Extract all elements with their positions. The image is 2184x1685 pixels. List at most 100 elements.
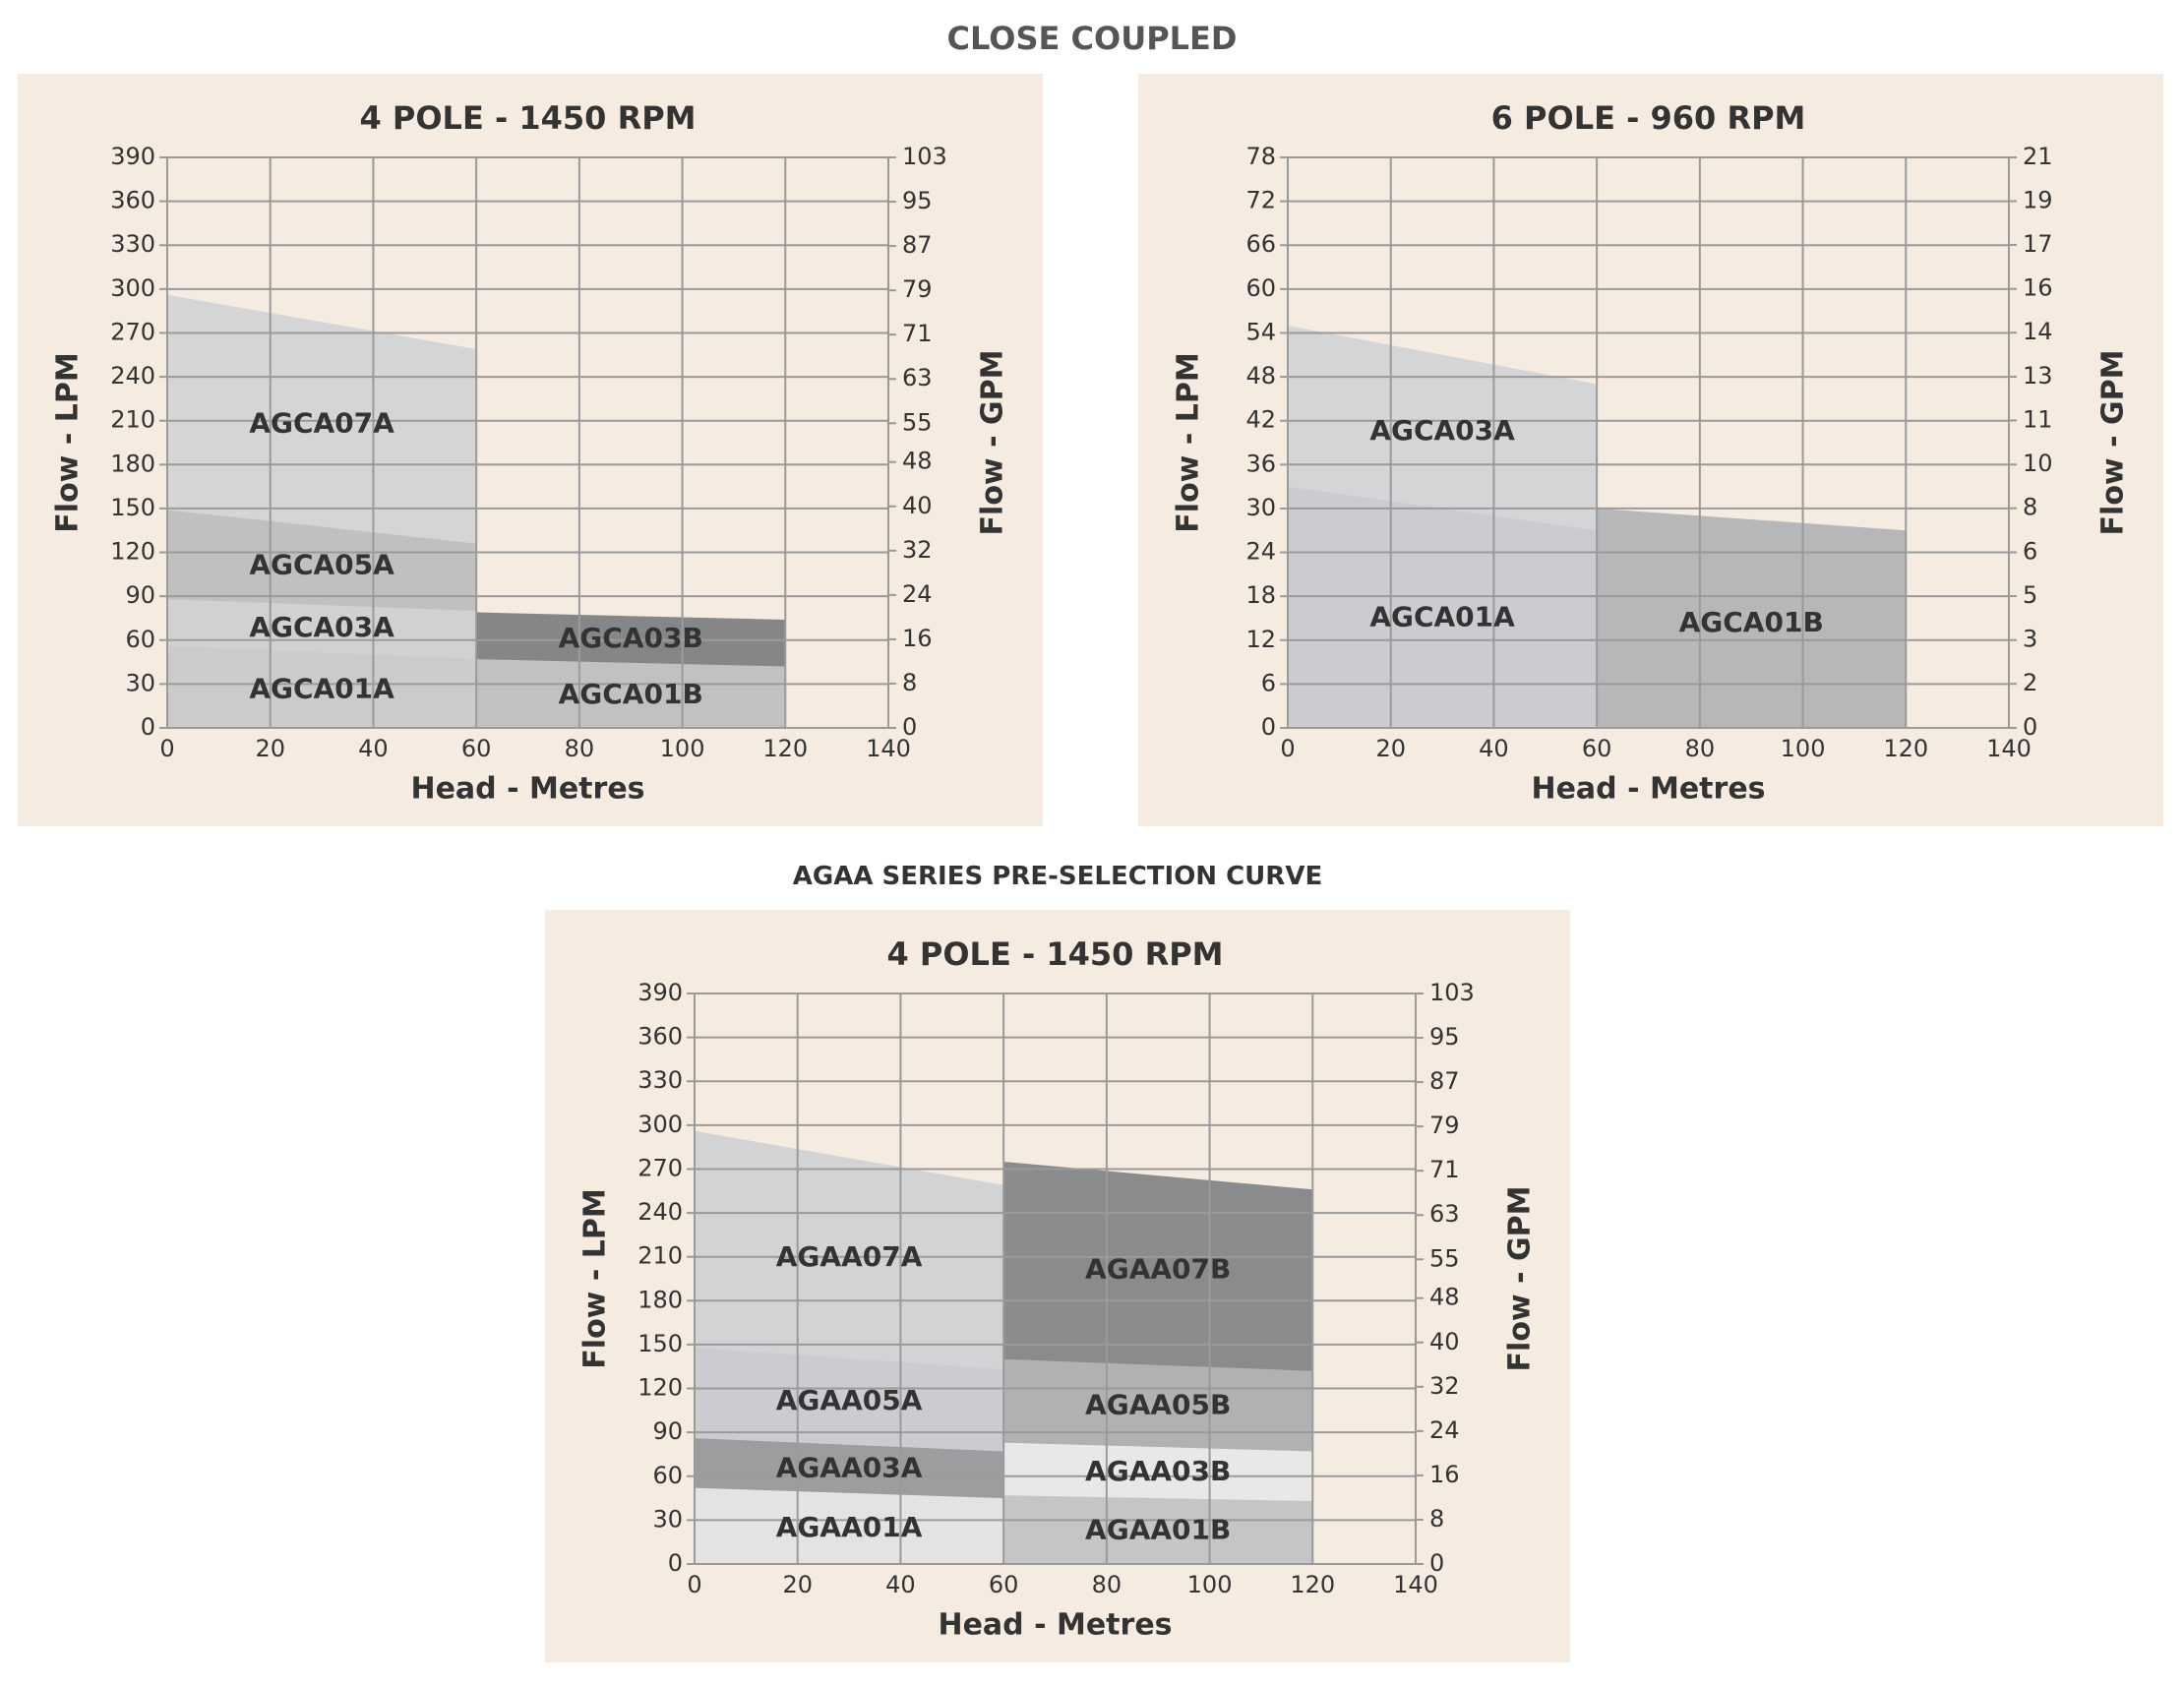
x-axis-label: Head - Metres: [1531, 772, 1765, 807]
y-tick-label: 0: [668, 1549, 683, 1577]
chart-title: 4 POLE - 1450 RPM: [359, 99, 696, 137]
y2-tick-label: 79: [1429, 1112, 1460, 1139]
chart-panel: 0 20 40 60 80 100 120 140 0 30 60 90 120 150 180 210 240…: [545, 910, 1570, 1662]
chart-title: 4 POLE - 1450 RPM: [886, 935, 1223, 973]
y-tick-label: 270: [637, 1154, 683, 1181]
y-tick-label: 210: [637, 1242, 683, 1270]
y2-tick-label: 32: [902, 536, 933, 564]
y2-axis-label: Flow - GPM: [976, 350, 1010, 536]
plot-frame: [694, 993, 1417, 1565]
y2-tick-label: 8: [902, 669, 917, 696]
y2-tick-label: 32: [1429, 1372, 1460, 1400]
y-tick-label: 360: [637, 1023, 683, 1051]
y2-tick-label: 48: [1429, 1284, 1460, 1311]
y2-tick-label: 16: [902, 625, 933, 652]
x-tick-label: 80: [1092, 1571, 1122, 1598]
chart: 0 20 40 60 80 100 120 1400612182430364248546066…: [1172, 99, 2131, 807]
y-tick-label: 180: [637, 1286, 683, 1313]
y2-tick-label: 103: [902, 143, 947, 170]
area-label: AGAA05B: [1085, 1388, 1231, 1420]
y2-tick-label: 87: [1429, 1067, 1460, 1095]
chart-panel: 0 20 40 60 80 100 120 140 0 30 60 90 120 150 180 210 240…: [18, 74, 1043, 826]
flow-area: [1003, 1495, 1313, 1564]
area-label: AGAA07A: [776, 1240, 923, 1273]
x-tick-label: 20: [1375, 735, 1406, 762]
y-tick-label: 66: [1245, 230, 1276, 258]
y-tick-label: 60: [125, 626, 155, 653]
area-label: AGAA03B: [1085, 1455, 1231, 1487]
flow-area: [1288, 486, 1598, 728]
x-tick-label: 140: [1986, 735, 2032, 762]
y2-tick-label: 79: [902, 275, 933, 303]
y-tick-label: 150: [637, 1330, 683, 1357]
x-tick-label: 40: [358, 735, 389, 762]
y-tick-label: 390: [637, 979, 683, 1006]
x-tick-label: 100: [1187, 1571, 1233, 1598]
y-tick-label: 150: [110, 494, 155, 521]
y-tick-label: 180: [110, 450, 155, 477]
x-tick-label: 120: [762, 735, 808, 762]
y-tick-label: 0: [141, 713, 155, 741]
y-tick-label: 30: [125, 669, 155, 696]
y-tick-label: 300: [110, 274, 155, 302]
y-tick-label: 48: [1245, 362, 1276, 390]
y2-axis-label: Flow - GPM: [2096, 350, 2131, 536]
y2-tick-label: 13: [2023, 362, 2053, 390]
y2-tick-label: 0: [902, 713, 917, 741]
y-tick-label: 300: [637, 1111, 683, 1138]
y2-tick-label: 103: [1429, 979, 1475, 1006]
x-tick-label: 60: [989, 1571, 1019, 1598]
chart: 0 20 40 60 80 100 120 1400306090120150180210240…: [51, 99, 1010, 807]
y-tick-label: 60: [1245, 274, 1276, 302]
flow-area: [695, 1487, 1004, 1564]
y2-tick-label: 63: [902, 364, 933, 391]
y-tick-label: 270: [110, 318, 155, 345]
chart-title: 6 POLE - 960 RPM: [1491, 99, 1806, 137]
x-tick-label: 20: [782, 1571, 813, 1598]
flow-area: [1597, 508, 1907, 728]
y2-tick-label: 71: [1429, 1156, 1460, 1183]
area-label: AGAA07B: [1085, 1252, 1231, 1285]
y-tick-label: 24: [1245, 538, 1276, 566]
x-tick-label: 0: [687, 1571, 701, 1598]
area-label: AGCA03A: [1369, 414, 1515, 447]
y-tick-label: 54: [1245, 318, 1276, 345]
area-label: AGAA01B: [1085, 1514, 1231, 1546]
y2-tick-label: 5: [2023, 581, 2037, 609]
y-axis-label: Flow - LPM: [51, 352, 86, 532]
y-tick-label: 30: [652, 1505, 683, 1533]
y2-tick-label: 6: [2023, 537, 2037, 565]
y2-tick-label: 24: [1429, 1416, 1460, 1444]
y-tick-label: 90: [652, 1417, 683, 1445]
y2-tick-label: 11: [2023, 405, 2053, 433]
x-tick-label: 20: [255, 735, 285, 762]
y-tick-label: 30: [1245, 494, 1276, 521]
y-tick-label: 72: [1245, 187, 1276, 214]
y2-tick-label: 14: [2023, 318, 2053, 345]
y2-tick-label: 24: [902, 580, 933, 608]
x-tick-label: 140: [866, 735, 911, 762]
page-subtitle: AGAA SERIES PRE-SELECTION CURVE: [792, 862, 1323, 891]
y-tick-label: 360: [110, 187, 155, 214]
plot-frame: [166, 156, 889, 729]
x-tick-label: 40: [1479, 735, 1509, 762]
y-tick-label: 120: [110, 538, 155, 566]
x-tick-label: 40: [885, 1571, 916, 1598]
x-tick-label: 120: [1883, 735, 1928, 762]
y-tick-label: 240: [637, 1198, 683, 1226]
y2-tick-label: 19: [2023, 186, 2053, 213]
x-axis-label: Head - Metres: [938, 1608, 1172, 1643]
y-tick-label: 78: [1245, 143, 1276, 170]
plot-frame: [1287, 156, 2010, 729]
area-label: AGCA01A: [1369, 600, 1515, 632]
x-tick-label: 140: [1393, 1571, 1438, 1598]
y2-tick-label: 63: [1429, 1200, 1460, 1228]
y-tick-label: 36: [1245, 450, 1276, 477]
area-label: AGCA03B: [559, 622, 703, 654]
y2-tick-label: 3: [2023, 626, 2037, 653]
page-title: CLOSE COUPLED: [946, 20, 1238, 57]
y2-tick-label: 0: [1429, 1549, 1444, 1577]
y2-tick-label: 8: [2023, 494, 2037, 521]
area-label: AGAA01A: [776, 1511, 923, 1543]
chart: 0 20 40 60 80 100 120 1400306090120150180210240…: [578, 935, 1538, 1643]
